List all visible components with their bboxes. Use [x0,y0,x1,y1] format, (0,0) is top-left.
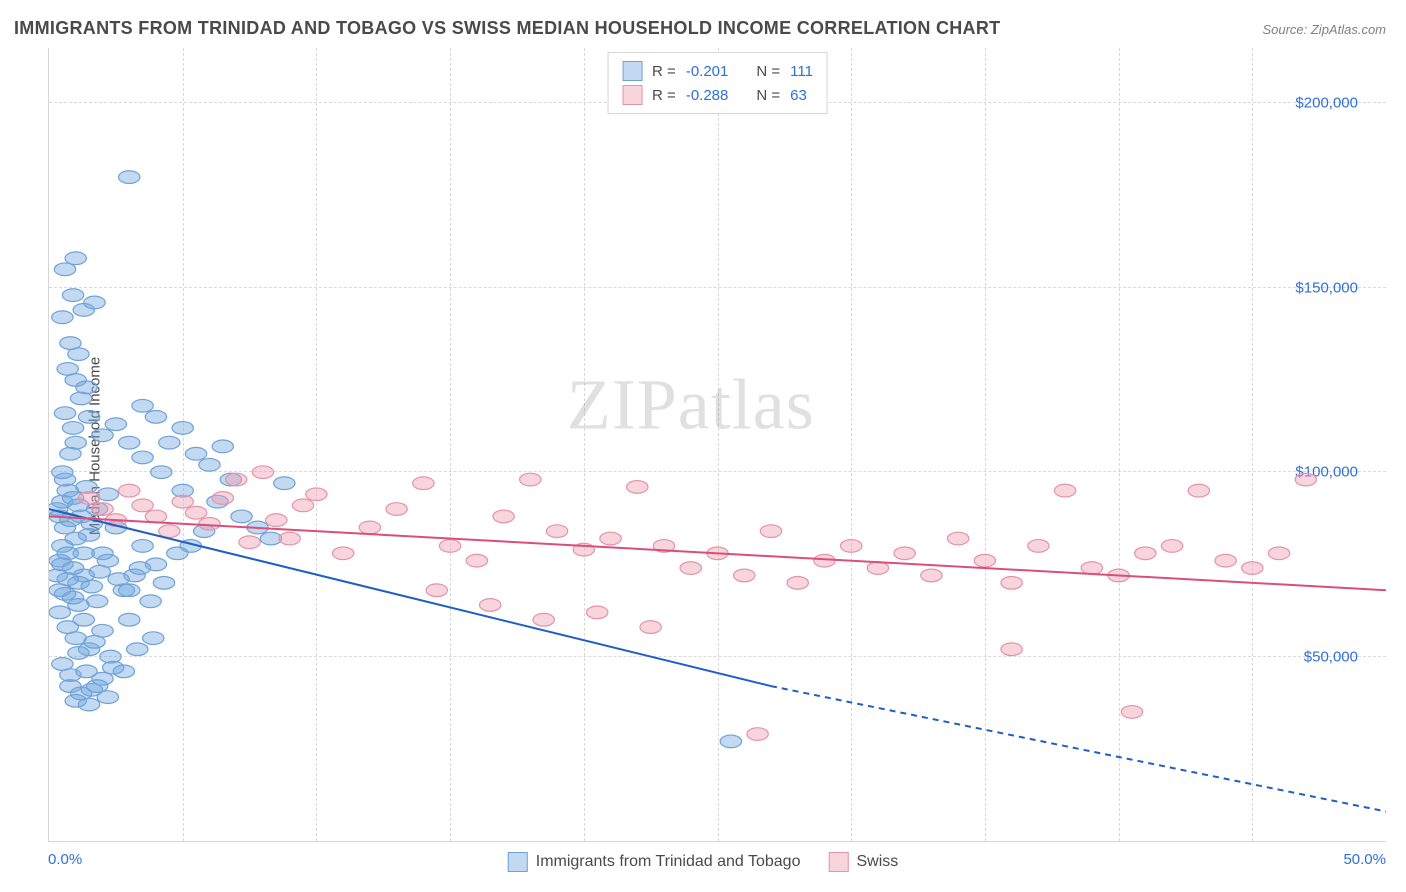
r-label: R = [652,87,676,104]
legend-item-series-2: Swiss [828,852,898,872]
series-legend: Immigrants from Trinidad and Tobago Swis… [508,852,899,872]
r-value-series-1: -0.201 [686,63,729,80]
n-label: N = [756,63,780,80]
legend-row-series-2: R = -0.288 N = 63 [622,83,813,107]
chart-title: IMMIGRANTS FROM TRINIDAD AND TOBAGO VS S… [14,18,1000,39]
legend-swatch-series-2 [828,852,848,872]
r-value-series-2: -0.288 [686,87,729,104]
legend-label-series-1: Immigrants from Trinidad and Tobago [536,853,801,871]
source-attribution: Source: ZipAtlas.com [1262,22,1386,37]
n-value-series-2: 63 [790,87,807,104]
correlation-legend: R = -0.201 N = 111 R = -0.288 N = 63 [607,52,828,114]
plot-area: ZIPatlas $50,000 $100,000 $150,000 $200,… [48,48,1386,842]
legend-swatch-series-1 [508,852,528,872]
r-label: R = [652,63,676,80]
legend-row-series-1: R = -0.201 N = 111 [622,59,813,83]
scatter-svg [49,48,1386,841]
legend-swatch-series-2 [622,85,642,105]
legend-item-series-1: Immigrants from Trinidad and Tobago [508,852,801,872]
n-label: N = [756,87,780,104]
n-value-series-1: 111 [790,63,813,80]
x-tick-max: 50.0% [1343,851,1386,868]
x-tick-min: 0.0% [48,851,82,868]
legend-label-series-2: Swiss [856,853,898,871]
legend-swatch-series-1 [622,61,642,81]
chart-container: IMMIGRANTS FROM TRINIDAD AND TOBAGO VS S… [0,0,1406,892]
